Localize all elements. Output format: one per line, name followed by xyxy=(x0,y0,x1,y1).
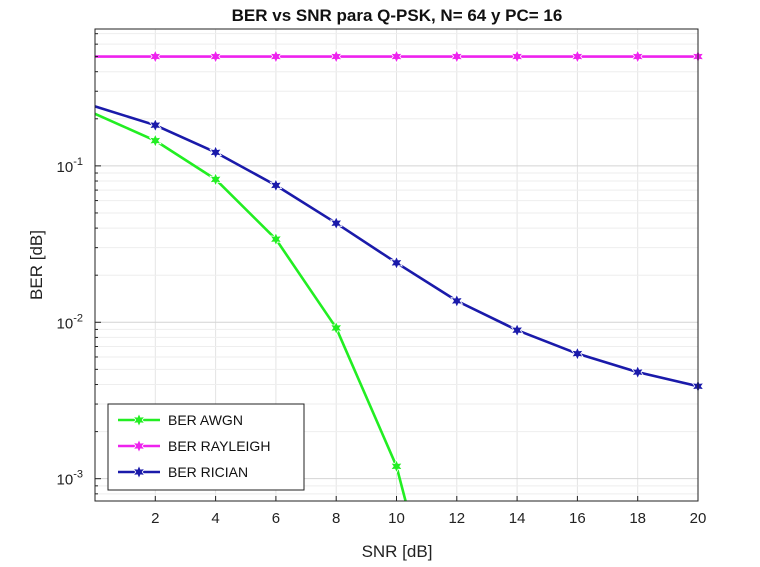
x-tick-label: 16 xyxy=(569,510,586,527)
data-point-ber-rayleigh xyxy=(329,49,343,65)
y-axis-label: BER [dB] xyxy=(27,230,46,300)
y-tick-base: 10 xyxy=(57,472,74,489)
y-tick-base: 10 xyxy=(57,315,74,332)
x-axis-label: SNR [dB] xyxy=(362,542,433,561)
data-point-ber-awgn xyxy=(329,320,343,336)
x-tick-label: 2 xyxy=(151,510,159,527)
legend-label: BER AWGN xyxy=(168,412,243,428)
y-tick-exponent: -3 xyxy=(73,469,83,481)
data-point-ber-rician xyxy=(390,255,403,271)
x-tick-label: 6 xyxy=(272,510,280,527)
data-point-ber-rician xyxy=(148,117,162,133)
y-tick-exponent: -2 xyxy=(73,312,83,324)
legend-swatch-marker xyxy=(132,438,146,454)
legend-label: BER RICIAN xyxy=(168,464,248,480)
data-point-ber-rician xyxy=(510,322,524,338)
legend-swatch-marker xyxy=(132,464,146,480)
data-point-ber-rician xyxy=(631,364,645,380)
data-point-ber-rayleigh xyxy=(390,49,403,65)
data-point-ber-rician xyxy=(209,144,223,160)
data-point-ber-rayleigh xyxy=(570,49,584,65)
y-tick-base: 10 xyxy=(57,159,74,176)
x-tick-label: 12 xyxy=(448,510,465,527)
y-tick-label: 10-2 xyxy=(57,312,83,332)
x-tick-label: 20 xyxy=(690,510,707,527)
data-point-ber-rician xyxy=(329,215,343,231)
data-point-ber-rayleigh xyxy=(631,49,645,65)
x-tick-label: 14 xyxy=(509,510,526,527)
data-point-ber-awgn xyxy=(390,458,403,474)
x-tick-label: 4 xyxy=(211,510,219,527)
y-tick-label: 10-3 xyxy=(57,469,83,489)
data-point-ber-awgn xyxy=(269,231,283,247)
data-point-ber-rician xyxy=(450,293,464,309)
x-tick-label: 8 xyxy=(332,510,340,527)
x-tick-label: 10 xyxy=(388,510,405,527)
chart-title: BER vs SNR para Q-PSK, N= 64 y PC= 16 xyxy=(232,6,563,25)
legend-label: BER RAYLEIGH xyxy=(168,438,270,454)
data-point-ber-rayleigh xyxy=(510,49,524,65)
data-point-ber-rayleigh xyxy=(209,49,223,65)
data-point-ber-rician xyxy=(269,177,283,193)
legend-swatch-marker xyxy=(132,412,146,428)
y-tick-label: 10-1 xyxy=(57,156,83,176)
data-point-ber-awgn xyxy=(148,133,162,149)
data-point-ber-rayleigh xyxy=(148,49,162,65)
data-point-ber-rician xyxy=(570,346,584,362)
data-point-ber-rayleigh xyxy=(269,49,283,65)
legend: BER AWGN BER RAYLEIGH BER RICIAN xyxy=(107,403,305,491)
y-tick-exponent: -1 xyxy=(73,156,83,168)
data-point-ber-rayleigh xyxy=(450,49,464,65)
grid-lines xyxy=(95,29,699,501)
x-tick-label: 18 xyxy=(629,510,646,527)
data-point-ber-awgn xyxy=(209,171,223,187)
